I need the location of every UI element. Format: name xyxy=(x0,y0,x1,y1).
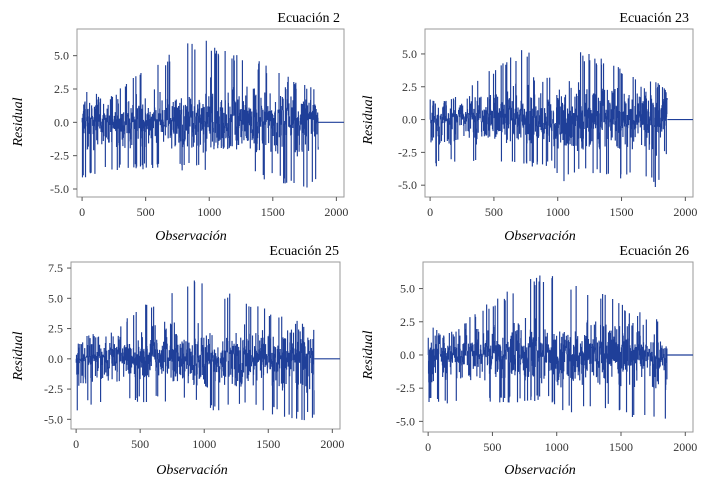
y-tick-label: -5.0 xyxy=(44,412,63,426)
y-tick-label: -2.5 xyxy=(50,149,69,163)
y-tick-label: 7.5 xyxy=(48,261,63,275)
y-tick-label: 0.0 xyxy=(48,352,63,366)
x-tick-label: 1500 xyxy=(261,205,285,219)
x-tick-label: 1000 xyxy=(192,437,216,451)
panel-ecuacion-25: Ecuación 25 -5.0 -2.5 0.0 2.5 5.0 7.5 0 … xyxy=(11,244,344,478)
y-tick-label: 0.0 xyxy=(400,348,415,362)
y-tick-label: 5.0 xyxy=(402,47,417,61)
residual-line xyxy=(429,50,668,188)
y-tick-label: -2.5 xyxy=(44,382,63,396)
y-axis-title: Residual xyxy=(361,330,376,380)
y-axis-title: Residual xyxy=(11,97,26,147)
panel-title: Ecuación 23 xyxy=(619,11,689,26)
panel-title: Ecuación 25 xyxy=(269,244,339,259)
x-tick-label: 1500 xyxy=(256,437,280,451)
x-tick-label: 0 xyxy=(425,440,431,454)
y-tick-label: 0.0 xyxy=(402,113,417,127)
x-axis-title: Observación xyxy=(504,229,576,244)
x-tick-label: 0 xyxy=(79,205,85,219)
y-tick-label: -5.0 xyxy=(50,182,69,196)
x-tick-label: 0 xyxy=(427,205,433,219)
y-tick-label: 0.0 xyxy=(54,115,69,129)
y-tick-label: 5.0 xyxy=(400,282,415,296)
x-tick-label: 500 xyxy=(131,437,149,451)
x-tick-label: 1500 xyxy=(609,440,633,454)
y-tick-label: -5.0 xyxy=(398,178,417,192)
y-tick-label: 5.0 xyxy=(54,49,69,63)
residual-line xyxy=(427,275,668,419)
x-tick-label: 2000 xyxy=(673,205,697,219)
y-tick-label: 5.0 xyxy=(48,291,63,305)
y-tick-label: 2.5 xyxy=(400,315,415,329)
residual-series xyxy=(81,40,319,188)
residual-series xyxy=(427,275,668,419)
y-axis-title: Residual xyxy=(361,95,376,145)
y-tick-label: -2.5 xyxy=(398,145,417,159)
x-axis-title: Observación xyxy=(155,229,227,244)
panel-ecuacion-2: Ecuación 2 -5.0 -2.5 0.0 2.5 5.0 0 500 1… xyxy=(11,11,348,244)
x-tick-label: 1000 xyxy=(197,205,221,219)
y-axis-title: Residual xyxy=(11,331,26,381)
x-axis-title: Observación xyxy=(504,463,576,478)
y-tick-label: -2.5 xyxy=(396,381,415,395)
residual-line xyxy=(75,280,315,421)
x-tick-label: 500 xyxy=(483,440,501,454)
x-axis-title: Observación xyxy=(156,463,228,478)
x-tick-label: 2000 xyxy=(673,440,697,454)
x-tick-label: 500 xyxy=(137,205,155,219)
residual-series xyxy=(75,280,315,421)
panel-ecuacion-26: Ecuación 26 -5.0 -2.5 0.0 2.5 5.0 0 500 … xyxy=(361,244,697,478)
y-tick-label: 2.5 xyxy=(402,80,417,94)
panel-title: Ecuación 26 xyxy=(619,244,689,259)
x-tick-label: 1500 xyxy=(610,205,634,219)
y-tick-label: 2.5 xyxy=(54,82,69,96)
panel-ecuacion-23: Ecuación 23 -5.0 -2.5 0.0 2.5 5.0 0 500 … xyxy=(361,11,697,244)
y-tick-label: 2.5 xyxy=(48,322,63,336)
x-tick-label: 2000 xyxy=(324,205,348,219)
residual-series xyxy=(429,50,668,188)
residual-line xyxy=(81,40,319,188)
x-tick-label: 500 xyxy=(485,205,503,219)
x-tick-label: 1000 xyxy=(546,205,570,219)
x-tick-label: 2000 xyxy=(320,437,344,451)
y-tick-label: -5.0 xyxy=(396,414,415,428)
x-tick-label: 1000 xyxy=(545,440,569,454)
panel-title: Ecuación 2 xyxy=(277,11,340,26)
x-tick-label: 0 xyxy=(73,437,79,451)
